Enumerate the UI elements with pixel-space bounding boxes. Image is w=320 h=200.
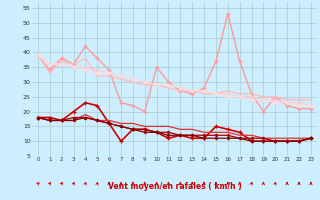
X-axis label: Vent moyen/en rafales ( km/h ): Vent moyen/en rafales ( km/h ) [108,182,241,191]
